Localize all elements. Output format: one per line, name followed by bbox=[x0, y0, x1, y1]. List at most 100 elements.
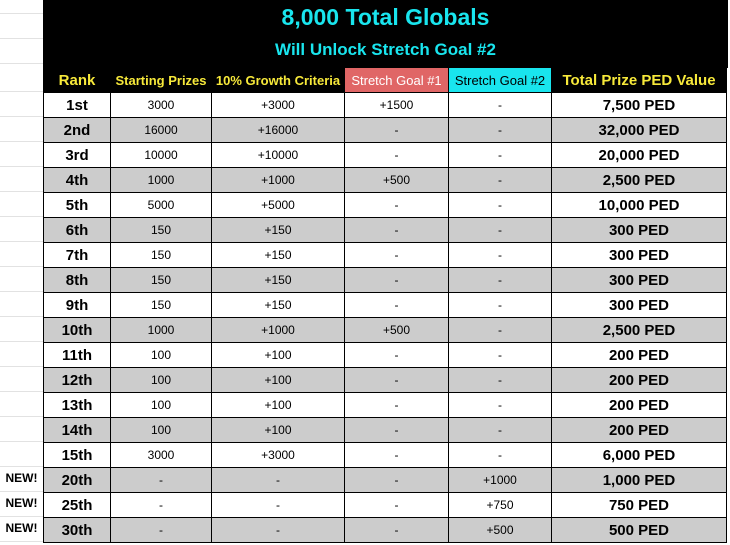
rank-cell[interactable]: 14th bbox=[43, 417, 111, 443]
total-prize-cell[interactable]: 2,500 PED bbox=[551, 317, 727, 343]
rank-cell[interactable]: 25th bbox=[43, 492, 111, 518]
starting-prize-cell[interactable]: 150 bbox=[110, 292, 212, 318]
total-prize-cell[interactable]: 300 PED bbox=[551, 292, 727, 318]
total-prize-cell[interactable]: 200 PED bbox=[551, 367, 727, 393]
rank-cell[interactable]: 9th bbox=[43, 292, 111, 318]
stretch-goal-2-cell[interactable]: +1000 bbox=[448, 467, 552, 493]
starting-prize-cell[interactable]: 100 bbox=[110, 392, 212, 418]
growth-cell[interactable]: - bbox=[211, 492, 345, 518]
stretch-goal-1-cell[interactable]: - bbox=[344, 267, 449, 293]
starting-prize-cell[interactable]: 100 bbox=[110, 367, 212, 393]
stretch-goal-1-cell[interactable]: - bbox=[344, 342, 449, 368]
starting-prize-cell[interactable]: 150 bbox=[110, 242, 212, 268]
rank-cell[interactable]: 20th bbox=[43, 467, 111, 493]
growth-cell[interactable]: +150 bbox=[211, 292, 345, 318]
stretch-goal-1-cell[interactable]: - bbox=[344, 367, 449, 393]
stretch-goal-2-cell[interactable]: - bbox=[448, 392, 552, 418]
stretch-goal-2-cell[interactable]: - bbox=[448, 167, 552, 193]
growth-cell[interactable]: +16000 bbox=[211, 117, 345, 143]
stretch-goal-1-cell[interactable]: - bbox=[344, 467, 449, 493]
total-prize-cell[interactable]: 300 PED bbox=[551, 217, 727, 243]
starting-prize-cell[interactable]: 5000 bbox=[110, 192, 212, 218]
stretch-goal-2-cell[interactable]: - bbox=[448, 342, 552, 368]
growth-cell[interactable]: +5000 bbox=[211, 192, 345, 218]
rank-cell[interactable]: 7th bbox=[43, 242, 111, 268]
header-rank[interactable]: Rank bbox=[43, 67, 111, 93]
stretch-goal-1-cell[interactable]: - bbox=[344, 392, 449, 418]
starting-prize-cell[interactable]: - bbox=[110, 467, 212, 493]
starting-prize-cell[interactable]: 3000 bbox=[110, 92, 212, 118]
stretch-goal-2-cell[interactable]: +500 bbox=[448, 517, 552, 543]
starting-prize-cell[interactable]: 150 bbox=[110, 217, 212, 243]
total-prize-cell[interactable]: 1,000 PED bbox=[551, 467, 727, 493]
stretch-goal-1-cell[interactable]: - bbox=[344, 292, 449, 318]
rank-cell[interactable]: 12th bbox=[43, 367, 111, 393]
starting-prize-cell[interactable]: 16000 bbox=[110, 117, 212, 143]
stretch-goal-2-cell[interactable]: - bbox=[448, 417, 552, 443]
growth-cell[interactable]: +100 bbox=[211, 342, 345, 368]
rank-cell[interactable]: 5th bbox=[43, 192, 111, 218]
growth-cell[interactable]: - bbox=[211, 517, 345, 543]
rank-cell[interactable]: 3rd bbox=[43, 142, 111, 168]
stretch-goal-1-cell[interactable]: - bbox=[344, 117, 449, 143]
rank-cell[interactable]: 30th bbox=[43, 517, 111, 543]
stretch-goal-2-cell[interactable]: - bbox=[448, 192, 552, 218]
growth-cell[interactable]: +3000 bbox=[211, 442, 345, 468]
rank-cell[interactable]: 2nd bbox=[43, 117, 111, 143]
stretch-goal-1-cell[interactable]: - bbox=[344, 517, 449, 543]
stretch-goal-1-cell[interactable]: - bbox=[344, 492, 449, 518]
header-total-prize[interactable]: Total Prize PED Value bbox=[551, 67, 727, 93]
total-prize-cell[interactable]: 200 PED bbox=[551, 342, 727, 368]
rank-cell[interactable]: 15th bbox=[43, 442, 111, 468]
growth-cell[interactable]: +1000 bbox=[211, 317, 345, 343]
total-prize-cell[interactable]: 300 PED bbox=[551, 267, 727, 293]
growth-cell[interactable]: +3000 bbox=[211, 92, 345, 118]
starting-prize-cell[interactable]: - bbox=[110, 517, 212, 543]
starting-prize-cell[interactable]: 1000 bbox=[110, 167, 212, 193]
stretch-goal-2-cell[interactable]: - bbox=[448, 117, 552, 143]
header-starting-prizes[interactable]: Starting Prizes bbox=[110, 67, 212, 93]
stretch-goal-1-cell[interactable]: - bbox=[344, 442, 449, 468]
stretch-goal-2-cell[interactable]: - bbox=[448, 142, 552, 168]
stretch-goal-1-cell[interactable]: +500 bbox=[344, 317, 449, 343]
growth-cell[interactable]: - bbox=[211, 467, 345, 493]
stretch-goal-2-cell[interactable]: - bbox=[448, 242, 552, 268]
rank-cell[interactable]: 1st bbox=[43, 92, 111, 118]
total-prize-cell[interactable]: 200 PED bbox=[551, 417, 727, 443]
growth-cell[interactable]: +100 bbox=[211, 392, 345, 418]
growth-cell[interactable]: +150 bbox=[211, 242, 345, 268]
total-prize-cell[interactable]: 300 PED bbox=[551, 242, 727, 268]
starting-prize-cell[interactable]: 1000 bbox=[110, 317, 212, 343]
stretch-goal-1-cell[interactable]: - bbox=[344, 142, 449, 168]
stretch-goal-2-cell[interactable]: - bbox=[448, 442, 552, 468]
total-prize-cell[interactable]: 2,500 PED bbox=[551, 167, 727, 193]
rank-cell[interactable]: 4th bbox=[43, 167, 111, 193]
stretch-goal-1-cell[interactable]: - bbox=[344, 217, 449, 243]
stretch-goal-1-cell[interactable]: - bbox=[344, 242, 449, 268]
rank-cell[interactable]: 13th bbox=[43, 392, 111, 418]
stretch-goal-2-cell[interactable]: - bbox=[448, 292, 552, 318]
total-prize-cell[interactable]: 750 PED bbox=[551, 492, 727, 518]
header-growth-criteria[interactable]: 10% Growth Criteria bbox=[211, 67, 345, 93]
total-prize-cell[interactable]: 10,000 PED bbox=[551, 192, 727, 218]
stretch-goal-1-cell[interactable]: - bbox=[344, 417, 449, 443]
stretch-goal-2-cell[interactable]: - bbox=[448, 317, 552, 343]
starting-prize-cell[interactable]: 100 bbox=[110, 417, 212, 443]
total-prize-cell[interactable]: 200 PED bbox=[551, 392, 727, 418]
starting-prize-cell[interactable]: 3000 bbox=[110, 442, 212, 468]
total-prize-cell[interactable]: 7,500 PED bbox=[551, 92, 727, 118]
growth-cell[interactable]: +150 bbox=[211, 217, 345, 243]
growth-cell[interactable]: +10000 bbox=[211, 142, 345, 168]
stretch-goal-2-cell[interactable]: - bbox=[448, 217, 552, 243]
total-prize-cell[interactable]: 20,000 PED bbox=[551, 142, 727, 168]
stretch-goal-1-cell[interactable]: +500 bbox=[344, 167, 449, 193]
rank-cell[interactable]: 6th bbox=[43, 217, 111, 243]
rank-cell[interactable]: 10th bbox=[43, 317, 111, 343]
stretch-goal-2-cell[interactable]: - bbox=[448, 367, 552, 393]
header-stretch-goal-2[interactable]: Stretch Goal #2 bbox=[448, 67, 552, 93]
growth-cell[interactable]: +150 bbox=[211, 267, 345, 293]
total-prize-cell[interactable]: 500 PED bbox=[551, 517, 727, 543]
rank-cell[interactable]: 8th bbox=[43, 267, 111, 293]
growth-cell[interactable]: +100 bbox=[211, 417, 345, 443]
stretch-goal-2-cell[interactable]: - bbox=[448, 267, 552, 293]
